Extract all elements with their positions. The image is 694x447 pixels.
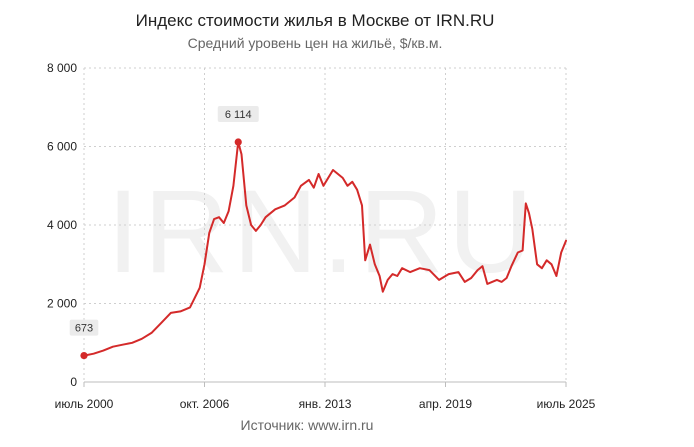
y-axis: 0 2 000 4 000 6 000 8 000 [47,61,77,389]
x-tick-label: июль 2025 [537,397,596,411]
y-tick-label: 4 000 [47,218,77,232]
chart-title: Индекс стоимости жилья в Москве от IRN.R… [136,11,495,30]
annotation-box [69,319,99,336]
y-tick-label: 6 000 [47,140,77,154]
x-tick-label: апр. 2019 [419,397,473,411]
annotation-point [80,351,88,360]
chart-watermark: IRN.RU [107,166,537,298]
annotation-box [217,106,259,123]
annotations: 673 6 114 [69,106,259,360]
series-group [83,141,567,357]
x-tick-label: июль 2000 [55,397,114,411]
y-tick-label: 2 000 [47,297,77,311]
y-tick-label: 0 [70,375,77,389]
annotation-point [234,138,242,146]
chart-source: Источник: www.irn.ru [241,417,374,433]
annotation-label: 673 [75,323,93,335]
x-tick-label: янв. 2013 [299,397,352,411]
annotation-label: 6 114 [225,109,252,121]
y-tick-label: 8 000 [47,61,77,75]
series-line [83,141,567,357]
x-axis: июль 2000 окт. 2006 янв. 2013 апр. 2019 июль… [55,381,596,411]
x-tick-label: окт. 2006 [180,397,230,411]
chart-subtitle: Средний уровень цен на жильё, $/кв.м. [188,35,443,51]
